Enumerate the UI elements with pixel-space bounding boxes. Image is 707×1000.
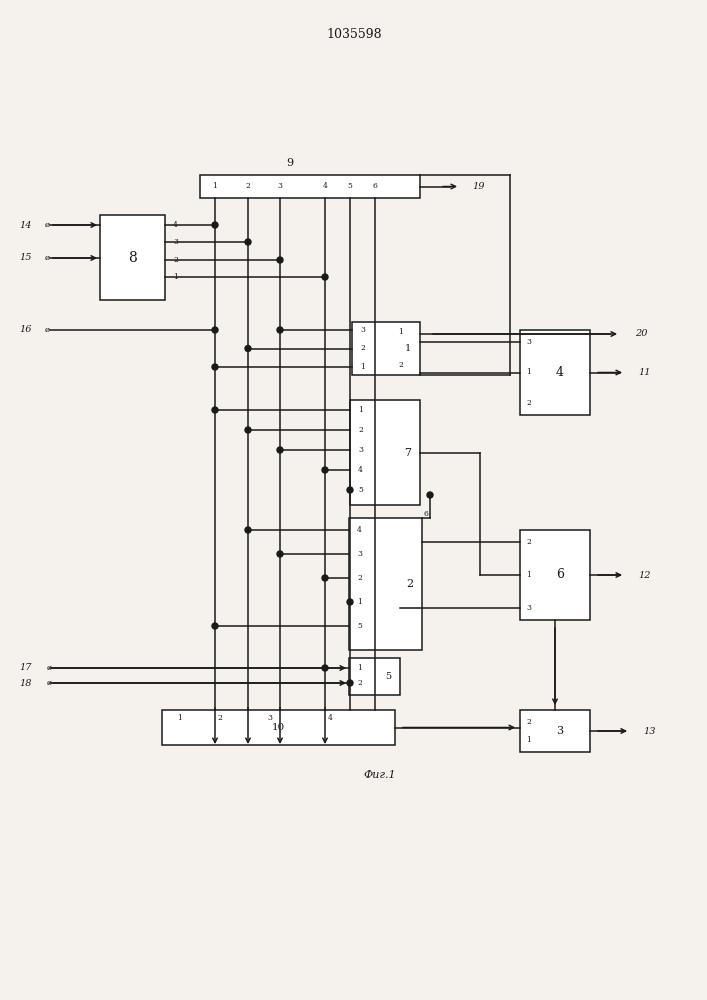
Text: 1: 1: [526, 368, 531, 376]
Circle shape: [245, 239, 251, 245]
Text: 12: 12: [638, 570, 650, 580]
Bar: [520, 530, 590, 620]
Text: 4: 4: [327, 714, 332, 722]
Bar: [349, 518, 422, 650]
Text: 2: 2: [398, 361, 403, 369]
Bar: [520, 710, 590, 752]
Text: 8: 8: [128, 250, 137, 264]
Bar: [162, 710, 395, 745]
Bar: [349, 658, 400, 695]
Text: 4: 4: [357, 526, 362, 534]
Text: 4: 4: [358, 466, 363, 474]
Text: 7: 7: [404, 448, 411, 458]
Text: 1035598: 1035598: [326, 28, 382, 41]
Text: 19: 19: [472, 182, 484, 191]
Text: 2: 2: [245, 182, 250, 190]
Text: 1: 1: [526, 571, 531, 579]
Text: 13: 13: [643, 726, 655, 736]
Circle shape: [347, 487, 353, 493]
Text: 3: 3: [173, 238, 178, 246]
Text: 17: 17: [20, 664, 32, 672]
Circle shape: [322, 274, 328, 280]
Text: ø: ø: [45, 254, 50, 262]
Text: 2: 2: [357, 679, 362, 687]
Text: 9: 9: [286, 158, 293, 168]
Circle shape: [277, 551, 283, 557]
Text: Фиг.1: Фиг.1: [363, 770, 397, 780]
Bar: [100, 215, 165, 300]
Text: 4: 4: [173, 221, 178, 229]
Text: 2: 2: [358, 426, 363, 434]
Text: 1: 1: [173, 273, 178, 281]
Circle shape: [322, 467, 328, 473]
Text: 2: 2: [407, 579, 414, 589]
Circle shape: [245, 346, 251, 352]
Text: 6: 6: [373, 182, 378, 190]
Text: ø: ø: [45, 221, 50, 229]
Text: 2: 2: [526, 399, 531, 407]
Circle shape: [277, 327, 283, 333]
Text: 1: 1: [177, 714, 182, 722]
Text: ø: ø: [45, 326, 50, 334]
Text: 1: 1: [357, 664, 362, 672]
Text: 4: 4: [322, 182, 327, 190]
Text: 1: 1: [357, 598, 362, 606]
Text: 5: 5: [385, 672, 391, 681]
Text: ø: ø: [47, 679, 52, 687]
Text: 2: 2: [360, 344, 365, 353]
Text: 20: 20: [635, 330, 648, 338]
Text: 4: 4: [556, 366, 564, 379]
Circle shape: [212, 407, 218, 413]
Text: 5: 5: [357, 622, 362, 630]
Text: 2: 2: [357, 574, 362, 582]
Text: 6: 6: [556, 568, 564, 582]
Circle shape: [212, 364, 218, 370]
Circle shape: [322, 575, 328, 581]
Circle shape: [347, 680, 353, 686]
Bar: [352, 322, 420, 375]
Text: 1: 1: [398, 328, 403, 336]
Text: 3: 3: [526, 604, 531, 612]
Circle shape: [277, 257, 283, 263]
Circle shape: [245, 527, 251, 533]
Text: 3: 3: [358, 446, 363, 454]
Text: 5: 5: [348, 182, 352, 190]
Text: 3: 3: [526, 338, 531, 346]
Circle shape: [212, 327, 218, 333]
Bar: [520, 330, 590, 415]
Circle shape: [212, 623, 218, 629]
Text: ø: ø: [47, 664, 52, 672]
Text: 1: 1: [526, 736, 531, 744]
Text: 2: 2: [218, 714, 223, 722]
Text: 1: 1: [405, 344, 411, 353]
Circle shape: [347, 599, 353, 605]
Circle shape: [245, 427, 251, 433]
Text: 2: 2: [526, 718, 531, 726]
Text: 2: 2: [173, 256, 178, 264]
Bar: [350, 400, 420, 505]
Text: 1: 1: [213, 182, 218, 190]
Text: 5: 5: [358, 486, 363, 494]
Text: 1: 1: [360, 363, 365, 371]
Text: 1: 1: [358, 406, 363, 414]
Text: 3: 3: [267, 714, 272, 722]
Text: 18: 18: [20, 678, 32, 688]
Text: 3: 3: [360, 326, 365, 334]
Bar: [200, 175, 420, 198]
Text: 3: 3: [556, 726, 563, 736]
Circle shape: [277, 447, 283, 453]
Circle shape: [212, 222, 218, 228]
Text: 11: 11: [638, 368, 650, 377]
Text: 3: 3: [357, 550, 362, 558]
Text: 15: 15: [20, 253, 32, 262]
Text: 14: 14: [20, 221, 32, 230]
Text: 3: 3: [278, 182, 283, 190]
Text: 6: 6: [424, 510, 429, 518]
Circle shape: [322, 665, 328, 671]
Circle shape: [427, 492, 433, 498]
Text: 2: 2: [526, 538, 531, 546]
Text: 16: 16: [20, 326, 32, 334]
Text: 10: 10: [272, 723, 285, 732]
